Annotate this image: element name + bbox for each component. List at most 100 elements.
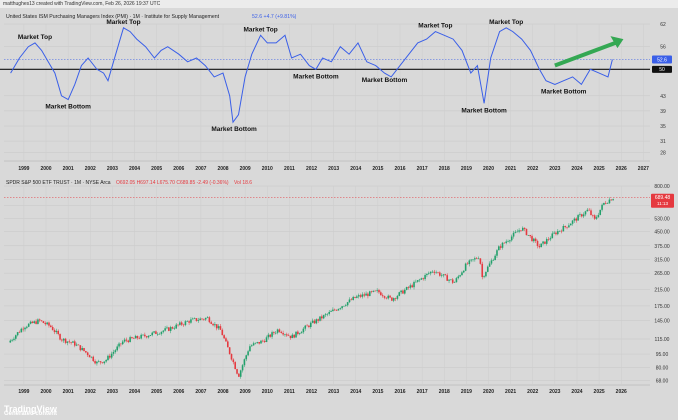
candle-body — [461, 272, 463, 276]
candle-body — [182, 324, 185, 326]
pmi-x-tick: 2025 — [594, 166, 605, 172]
spy-x-tick: 2007 — [195, 389, 206, 395]
candle-body — [254, 342, 257, 344]
spy-x-tick: 2009 — [240, 389, 251, 395]
candle-body — [68, 341, 71, 343]
spy-last-price-label: 689.48 — [655, 195, 671, 201]
candle-body — [383, 296, 386, 298]
candle-body — [295, 331, 297, 338]
candle-body — [258, 341, 260, 344]
candle-body — [33, 321, 36, 324]
candle-body — [501, 242, 504, 248]
candle-body — [217, 326, 220, 329]
candle-body — [551, 233, 554, 239]
candle-body — [477, 258, 480, 260]
spy-x-tick: 2011 — [284, 389, 295, 395]
candle-body — [580, 214, 583, 217]
candle-body — [306, 325, 308, 327]
candle-body — [173, 328, 176, 329]
candle-body — [582, 214, 585, 217]
annotation-label: Market Top — [489, 19, 523, 26]
candle-body — [66, 341, 69, 343]
candle-body — [527, 234, 530, 236]
candle-body — [121, 341, 124, 345]
candle-body — [376, 290, 378, 291]
candle-body — [558, 230, 561, 232]
candle-body — [271, 332, 273, 337]
candle-body — [357, 295, 360, 297]
pmi-title: United States ISM Purchasing Managers In… — [6, 14, 220, 20]
candle-body — [350, 299, 353, 301]
candle-body — [243, 359, 246, 366]
candle-body — [337, 308, 340, 311]
candle-body — [392, 298, 395, 301]
candle-body — [603, 202, 605, 205]
spy-x-tick: 2024 — [571, 389, 582, 395]
candle-body — [462, 270, 465, 273]
candle-body — [188, 321, 190, 323]
candle-body — [293, 334, 295, 338]
pmi-x-tick: 2013 — [328, 166, 339, 172]
candle-body — [204, 317, 207, 320]
candle-body — [599, 209, 602, 215]
candle-body — [433, 271, 436, 273]
candle-body — [286, 334, 288, 336]
candle-body — [304, 325, 307, 329]
pmi-y-tick: 39 — [660, 109, 666, 115]
spy-last-price-badge — [651, 193, 674, 208]
trend-arrow-shaft — [554, 40, 619, 68]
candle-body — [341, 306, 343, 309]
candle-body — [442, 274, 445, 276]
candle-body — [612, 199, 614, 201]
candle-body — [142, 334, 144, 336]
annotation-label: Market Bottom — [293, 73, 339, 80]
candle-body — [153, 331, 155, 333]
candle-body — [103, 361, 106, 364]
candle-body — [53, 330, 56, 333]
spy-x-tick: 2010 — [262, 389, 273, 395]
annotation-label: Market Top — [106, 19, 140, 26]
candle-body — [284, 334, 286, 335]
candle-body — [147, 335, 150, 338]
candle-body — [588, 209, 590, 211]
candle-body — [29, 321, 32, 324]
spy-y-tick: 450.00 — [654, 229, 670, 235]
header-bar: matthughes13 created with TradingView.co… — [0, 0, 678, 8]
spy-x-tick: 2016 — [394, 389, 405, 395]
candle-body — [168, 327, 170, 331]
candle-body — [94, 361, 96, 364]
spy-x-tick: 2018 — [439, 389, 450, 395]
candle-body — [86, 352, 89, 356]
spy-ohlc: O692.05 H697.14 L675.70 C689.85 -2.49 (-… — [116, 180, 229, 186]
candle-body — [592, 214, 594, 216]
candle-body — [479, 258, 482, 264]
pmi-x-tick: 2011 — [284, 166, 295, 172]
candle-body — [507, 241, 509, 242]
pmi-y-tick: 56 — [660, 45, 666, 51]
spy-y-tick: 375.00 — [654, 244, 670, 250]
candle-body — [343, 305, 345, 307]
candle-body — [450, 279, 452, 281]
candle-body — [356, 296, 358, 298]
pmi-x-tick: 2014 — [350, 166, 361, 172]
candle-body — [97, 361, 100, 362]
annotation-label: Market Bottom — [461, 107, 507, 114]
candle-body — [55, 330, 58, 333]
pmi-series-line — [10, 27, 613, 124]
candle-body — [64, 338, 67, 343]
candle-body — [252, 343, 255, 346]
pmi-x-tick: 2016 — [394, 166, 405, 172]
candle-body — [586, 209, 589, 212]
candle-body — [606, 203, 609, 204]
candle-body — [593, 215, 596, 219]
candle-body — [59, 334, 61, 340]
candle-body — [444, 274, 447, 276]
spy-last-price-sub: 11:13 — [657, 201, 668, 206]
candle-body — [138, 338, 141, 339]
pmi-y-tick: 35 — [660, 124, 666, 130]
candle-body — [380, 292, 382, 296]
candle-body — [92, 356, 95, 362]
candle-body — [332, 309, 334, 312]
spy-y-tick: 530.00 — [654, 216, 670, 222]
candle-body — [140, 334, 142, 339]
